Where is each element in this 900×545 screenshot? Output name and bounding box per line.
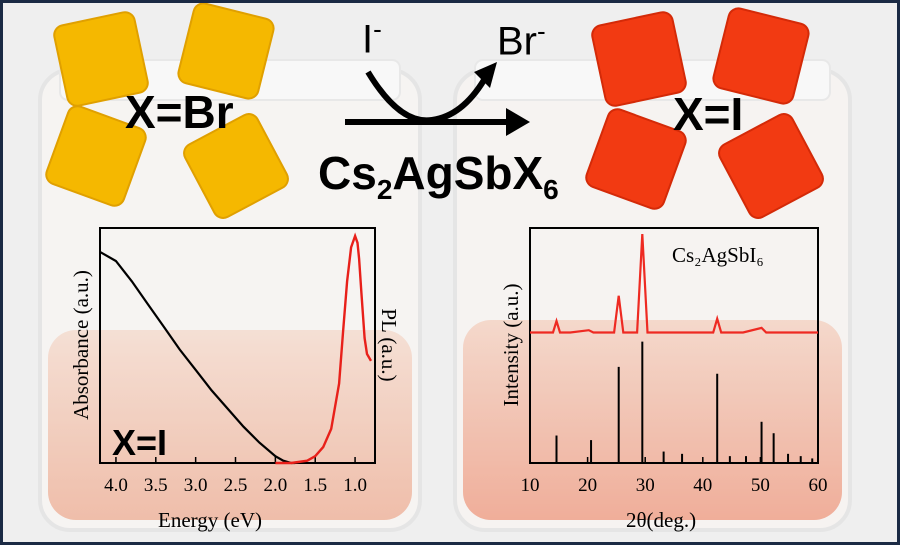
- xrd-measured-pattern: [530, 233, 818, 334]
- br-crystal-3: [45, 105, 147, 207]
- left-label-x-br: X=Br: [125, 86, 234, 138]
- outgoing-ion: Br-: [497, 16, 546, 64]
- i-crystal-3: [585, 108, 687, 210]
- ion-exchange-arrow-head: [474, 62, 497, 88]
- pl-curve: [275, 232, 373, 465]
- xrd-y-label: Intensity (a.u.): [499, 283, 523, 406]
- absorbance-plot-frame: [99, 227, 376, 464]
- outgoing-ion-charge: -: [537, 16, 546, 46]
- absorbance-x-tick-label: 2.5: [224, 475, 248, 496]
- absorbance-x-tick-label: 3.0: [184, 475, 208, 496]
- absorbance-x-tick-label: 3.5: [144, 475, 168, 496]
- incoming-ion-symbol: I: [362, 17, 374, 62]
- incoming-ion: I-: [362, 14, 382, 62]
- pl-y2-label: PL (a.u.): [377, 308, 401, 381]
- i-crystal-2: [712, 7, 810, 105]
- absorbance-x-label: Energy (eV): [158, 508, 262, 532]
- xrd-x-label: 2θ(deg.): [626, 508, 696, 532]
- br-crystal-2: [177, 2, 275, 100]
- absorbance-y-label: Absorbance (a.u.): [69, 270, 93, 420]
- formula-mid: AgSbX: [392, 147, 544, 199]
- absorbance-x-tick-label: 2.0: [263, 475, 287, 496]
- i-crystal-1: [591, 11, 687, 107]
- xrd-plot-frame: [529, 227, 819, 464]
- formula-sub2: 6: [543, 174, 559, 206]
- i-crystals: [585, 7, 824, 219]
- br-crystal-1: [53, 11, 149, 107]
- xrd-plot: 10 20 30 40 50 60 Cs₂AgSbI₆ 2θ(deg.) Intensit…: [499, 227, 828, 532]
- ion-exchange-arrow: [365, 70, 487, 124]
- right-label-x-i: X=I: [673, 88, 744, 140]
- i-crystal-4: [718, 113, 824, 219]
- reaction-arrows: [345, 62, 530, 136]
- absorbance-pl-plot: 4.0 3.5 3.0 2.5 2.0 1.5 1.0 Energy (eV) Absorb…: [69, 227, 401, 532]
- xrd-x-tick-label: 50: [751, 475, 770, 496]
- absorbance-x-tick-label: 4.0: [104, 475, 128, 496]
- xrd-title: Cs₂AgSbI₆: [672, 243, 764, 267]
- main-arrow-head: [506, 108, 530, 136]
- xrd-x-tick-label: 10: [521, 475, 540, 496]
- absorbance-x-tick-label: 1.0: [343, 475, 367, 496]
- xrd-x-tick-label: 60: [809, 475, 828, 496]
- br-crystals: [45, 2, 289, 219]
- xrd-x-tick-label: 40: [693, 475, 712, 496]
- xrd-x-tick-label: 30: [636, 475, 655, 496]
- formula-sub1: 2: [376, 174, 393, 206]
- incoming-ion-charge: -: [373, 14, 382, 44]
- absorbance-curve: [99, 250, 296, 465]
- xrd-x-tick-label: 20: [578, 475, 597, 496]
- right-vial-liquid: [463, 320, 842, 520]
- formula-prefix: Cs: [318, 147, 377, 199]
- plot-annotation-x-i: X=I: [112, 422, 167, 463]
- formula: Cs2AgSbX6: [318, 146, 559, 206]
- outgoing-ion-symbol: Br: [497, 19, 537, 64]
- left-vial-liquid: [48, 330, 412, 520]
- absorbance-x-tick-label: 1.5: [303, 475, 327, 496]
- br-crystal-4: [183, 113, 289, 219]
